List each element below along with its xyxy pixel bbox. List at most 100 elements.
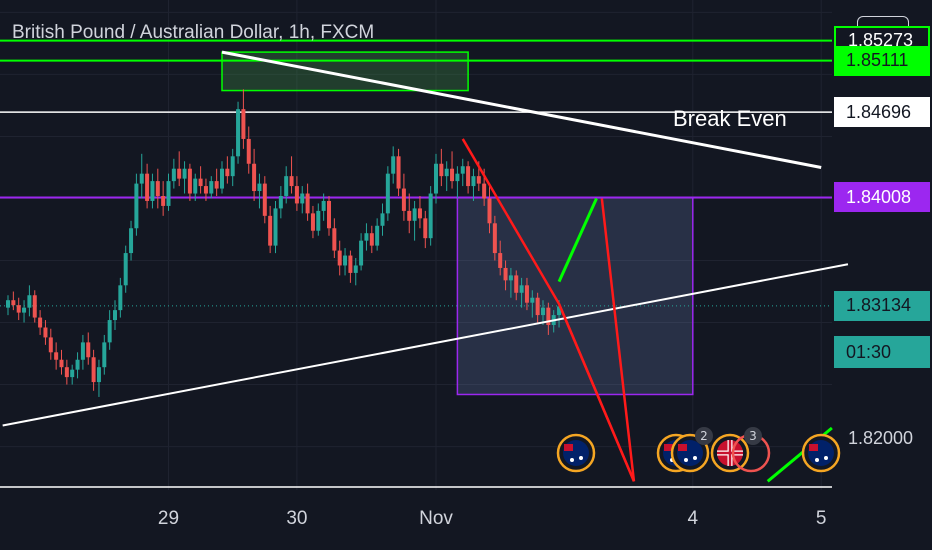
candle-body	[439, 163, 444, 177]
event-badge-count[interactable]: 2	[695, 427, 713, 445]
candle-body	[401, 188, 406, 211]
candle-body	[327, 200, 331, 229]
australia-flag-union	[564, 444, 573, 451]
candle-body	[482, 183, 487, 199]
candle-body	[337, 250, 342, 266]
price-label-1-83134: 1.83134	[834, 290, 930, 321]
candle-body	[102, 342, 107, 368]
event-badge-count[interactable]: 3	[744, 427, 762, 445]
candle-body	[86, 342, 91, 358]
candle-body	[530, 297, 535, 303]
candle-body	[241, 109, 246, 139]
candle-body	[22, 307, 27, 313]
candle-body	[385, 173, 390, 214]
candle-body	[123, 253, 128, 286]
candle-body	[214, 181, 219, 189]
candle-body	[161, 196, 166, 206]
australia-flag-star	[570, 458, 574, 462]
candle-body	[546, 307, 551, 326]
candle-body	[541, 307, 545, 316]
candle-body	[171, 168, 176, 182]
candle-body	[305, 193, 310, 214]
candle-body	[412, 208, 417, 221]
candle-body	[391, 156, 396, 174]
australia-flag-star	[824, 456, 828, 460]
chart-title: British Pound / Australian Dollar, 1h, F…	[12, 22, 375, 43]
australia-flag-star	[579, 456, 583, 460]
australia-flag-union	[664, 444, 673, 451]
ascending-trendline	[2, 263, 849, 427]
candle-body	[455, 173, 460, 182]
red-projection-line	[557, 303, 636, 482]
date-tick-5: 5	[815, 508, 827, 529]
candle-body	[278, 196, 283, 209]
candle-body	[166, 181, 171, 206]
candle-body	[6, 300, 10, 308]
countdown-label: 01:30	[834, 336, 930, 368]
candle-body	[535, 297, 540, 316]
candle-body	[450, 168, 455, 182]
candle-body	[16, 305, 21, 313]
candle-body	[508, 275, 513, 281]
candle-body	[444, 168, 449, 177]
candle-body	[348, 255, 353, 273]
candle-body	[155, 181, 160, 196]
candle-body	[417, 208, 422, 219]
candle-body	[407, 210, 412, 221]
candle-body	[187, 168, 192, 194]
candle-body	[193, 178, 198, 194]
australia-flag-icon	[563, 440, 589, 466]
candle-body	[198, 178, 203, 187]
candle-body	[113, 310, 117, 321]
candle-body	[182, 168, 187, 179]
candle-body	[492, 223, 497, 254]
candle-body	[80, 342, 85, 360]
price-label-1-85111: 1.85111	[834, 45, 930, 76]
descending-trendline	[221, 50, 822, 169]
candle-body	[203, 186, 208, 194]
australia-flag-icon	[808, 440, 834, 466]
australia-flag-star	[684, 458, 688, 462]
candle-body	[64, 367, 69, 378]
candle-body	[364, 233, 369, 241]
candle-body	[145, 173, 150, 201]
candle-body	[262, 183, 267, 216]
candle-body	[11, 300, 16, 306]
candle-body	[273, 208, 278, 246]
candle-body	[487, 198, 492, 224]
candle-body	[236, 109, 241, 157]
candle-body	[380, 213, 385, 226]
candle-body	[139, 173, 144, 184]
candle-body	[220, 168, 224, 189]
candle-body	[284, 176, 289, 196]
date-tick-4: 4	[687, 508, 699, 529]
candle-body	[257, 183, 262, 192]
candle-body	[316, 210, 321, 231]
candle-body	[43, 327, 48, 338]
candle-body	[476, 176, 481, 184]
candle-body	[375, 225, 380, 246]
date-tick-29: 29	[157, 508, 180, 529]
australia-flag-star	[815, 458, 819, 462]
candle-body	[359, 240, 364, 266]
price-label-1-84696: 1.84696	[834, 97, 930, 128]
candle-body	[396, 156, 401, 189]
candle-body	[498, 253, 503, 268]
candle-body	[70, 369, 75, 378]
candle-body	[466, 166, 471, 187]
candle-body	[503, 267, 508, 281]
candle-body	[369, 233, 374, 246]
candle-body	[321, 200, 326, 211]
date-tick-30: 30	[286, 508, 308, 529]
candle-body	[423, 218, 428, 239]
candle-body	[107, 320, 112, 343]
candle-body	[310, 213, 315, 231]
candle-body	[38, 317, 43, 328]
candle-body	[48, 337, 53, 353]
candle-body	[150, 181, 155, 201]
candle-body	[32, 295, 37, 318]
candle-body	[118, 285, 123, 311]
candle-body	[300, 193, 305, 204]
